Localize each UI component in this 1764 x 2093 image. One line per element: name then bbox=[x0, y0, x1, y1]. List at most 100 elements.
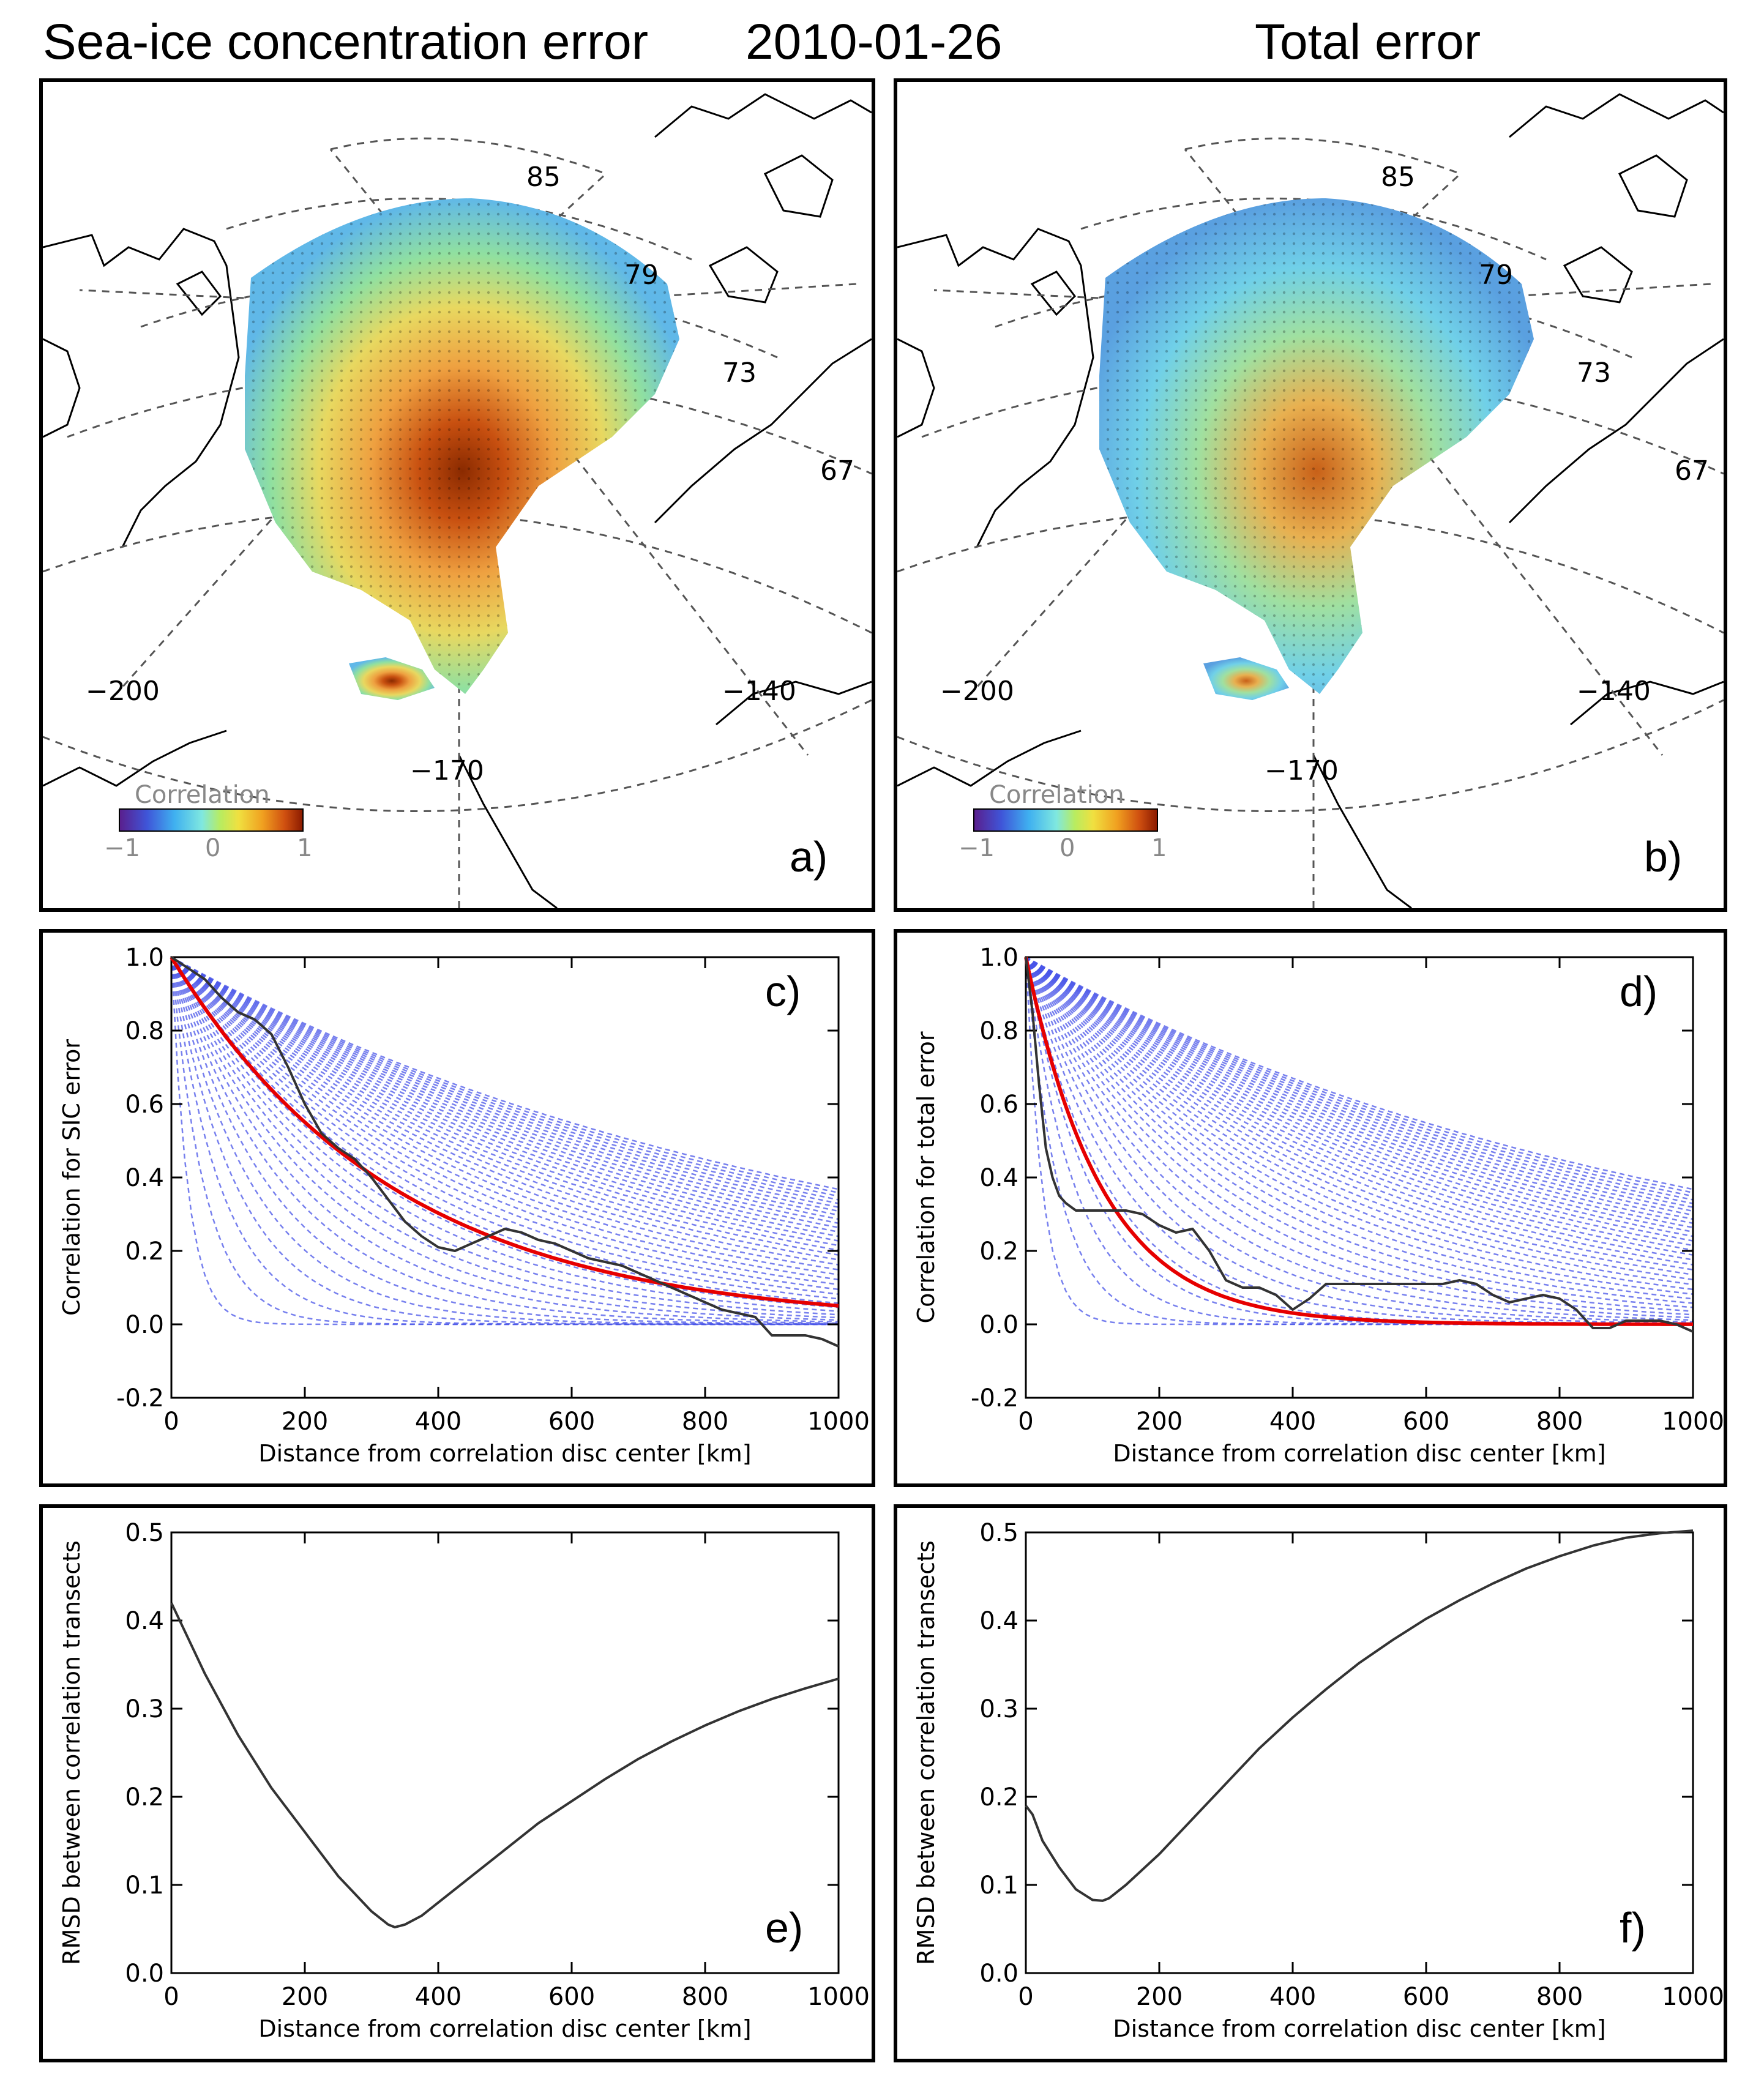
lat-labels: 85 79 73 67 bbox=[526, 162, 854, 487]
candidate-curve bbox=[170, 957, 839, 1321]
candidate-curve bbox=[1025, 957, 1694, 1281]
candidate-curve bbox=[171, 957, 839, 1237]
panel-label: b) bbox=[1644, 833, 1682, 881]
x-tick-label: 0 bbox=[163, 1983, 179, 2011]
title-sic-error: Sea-ice concentration error bbox=[43, 14, 649, 70]
colorbar-tick-mid: 0 bbox=[1060, 834, 1075, 862]
y-tick-label: 0.0 bbox=[979, 1960, 1018, 1988]
plot-frame bbox=[170, 1531, 840, 1974]
colorbar-title: Correlation bbox=[989, 781, 1124, 809]
lon-labels: −200 −170 −140 bbox=[940, 676, 1651, 786]
candidate-curve bbox=[1025, 957, 1694, 1261]
x-tick-label: 1000 bbox=[807, 1983, 870, 2011]
candidate-curve bbox=[171, 957, 839, 1247]
x-tick-label: 400 bbox=[415, 1408, 462, 1436]
colorbar-title: Correlation bbox=[135, 781, 270, 809]
candidate-curve bbox=[1025, 956, 1694, 1190]
candidate-curve bbox=[1025, 957, 1694, 1300]
lat-labels: 85 79 73 67 bbox=[1381, 162, 1709, 487]
candidate-curve bbox=[170, 957, 839, 1325]
candidate-curve bbox=[1025, 956, 1694, 1212]
candidate-curve bbox=[171, 957, 839, 1291]
x-tick-label: 0 bbox=[163, 1408, 179, 1436]
lon-label-minus170: −170 bbox=[1265, 755, 1339, 786]
candidate-curve bbox=[1025, 956, 1694, 1197]
colorbar: Correlation −1 0 1 bbox=[959, 781, 1167, 862]
lat-label-67: 67 bbox=[820, 455, 854, 487]
colorbar-tick-max: 1 bbox=[297, 834, 312, 862]
candidate-curve bbox=[171, 957, 839, 1281]
candidate-curve bbox=[171, 957, 839, 1261]
candidate-curve bbox=[171, 956, 839, 1225]
y-tick-label: 0.1 bbox=[979, 1871, 1018, 1900]
panel-label: f) bbox=[1620, 1904, 1646, 1952]
y-tick-label: 0.2 bbox=[979, 1237, 1018, 1266]
candidate-curve bbox=[171, 957, 839, 1256]
x-tick-label: 800 bbox=[1536, 1983, 1583, 2011]
y-tick-label: 0.0 bbox=[125, 1311, 164, 1339]
colorbar-gradient bbox=[119, 808, 304, 832]
y-tick-label: 1.0 bbox=[979, 944, 1018, 972]
candidate-curve bbox=[1025, 957, 1694, 1270]
candidate-curve bbox=[170, 957, 839, 1308]
x-tick-label: 600 bbox=[548, 1983, 595, 2011]
lon-label-minus140: −140 bbox=[1577, 676, 1651, 707]
x-tick-label: 600 bbox=[1403, 1408, 1449, 1436]
candidate-curve bbox=[170, 957, 839, 1312]
lat-label-73: 73 bbox=[1577, 357, 1611, 389]
data-line bbox=[1025, 957, 1694, 1333]
x-tick-label: 800 bbox=[1536, 1408, 1583, 1436]
lat-label-85: 85 bbox=[1381, 162, 1415, 193]
x-axis-label: Distance from correlation disc center [k… bbox=[258, 2015, 751, 2042]
x-axis-label: Distance from correlation disc center [k… bbox=[258, 1440, 751, 1467]
candidate-curves bbox=[1025, 956, 1694, 1326]
lat-label-79: 79 bbox=[1479, 259, 1513, 291]
chart-panel-d: -0.2 0.0 0.2 0.4 0.6 0.8 1.0 0 200 400 600 800 1000 D… bbox=[894, 929, 1727, 1487]
x-tick-label: 400 bbox=[1269, 1408, 1316, 1436]
lon-label-minus200: −200 bbox=[940, 676, 1014, 707]
y-tick-label: -0.2 bbox=[116, 1384, 164, 1412]
candidate-curve bbox=[171, 957, 839, 1252]
x-tick-label: 600 bbox=[1403, 1983, 1449, 2011]
coastline bbox=[43, 93, 872, 908]
map-panel-total-error: 85 79 73 67 −200 −170 −140 Correlation −… bbox=[894, 78, 1727, 912]
lon-labels: −200 −170 −140 bbox=[86, 676, 796, 786]
colorbar-gradient bbox=[973, 808, 1158, 832]
candidate-curve bbox=[1025, 957, 1694, 1291]
candidate-curve bbox=[170, 957, 839, 1326]
x-tick-label: 0 bbox=[1018, 1408, 1033, 1436]
y-tick-label: 0.5 bbox=[125, 1519, 164, 1547]
y-tick-label: 0.0 bbox=[979, 1311, 1018, 1339]
candidate-curve bbox=[1025, 957, 1694, 1242]
candidate-curve bbox=[1025, 957, 1694, 1233]
candidate-curve bbox=[171, 956, 839, 1212]
candidate-curve bbox=[171, 957, 839, 1276]
colorbar-tick-mid: 0 bbox=[205, 834, 220, 862]
y-axis-label: RMSD between correlation transects bbox=[913, 1540, 940, 1965]
y-tick-label: 0.3 bbox=[125, 1695, 164, 1723]
y-tick-label: 0.4 bbox=[979, 1607, 1018, 1635]
candidate-curve bbox=[170, 957, 839, 1326]
candidate-curve bbox=[171, 956, 839, 1208]
candidate-curve bbox=[170, 957, 839, 1324]
x-tick-label: 200 bbox=[282, 1983, 328, 2011]
x-tick-label: 200 bbox=[1136, 1983, 1183, 2011]
x-tick-label: 600 bbox=[548, 1408, 595, 1436]
candidate-curve bbox=[1025, 956, 1694, 1225]
lat-label-67: 67 bbox=[1675, 455, 1709, 487]
lat-label-85: 85 bbox=[526, 162, 561, 193]
y-tick-label: 0.3 bbox=[979, 1695, 1018, 1723]
panel-label: e) bbox=[765, 1904, 803, 1952]
y-tick-label: 0.4 bbox=[125, 1607, 164, 1635]
candidate-curve bbox=[1025, 957, 1694, 1247]
y-tick-label: 0.4 bbox=[979, 1164, 1018, 1192]
plot-frame bbox=[1025, 1531, 1694, 1974]
colorbar-tick-min: −1 bbox=[959, 834, 995, 862]
x-tick-label: 1000 bbox=[1662, 1408, 1724, 1436]
x-tick-label: 800 bbox=[682, 1408, 728, 1436]
x-tick-label: 200 bbox=[1136, 1408, 1183, 1436]
colorbar: Correlation −1 0 1 bbox=[104, 781, 312, 862]
x-axis-label: Distance from correlation disc center [k… bbox=[1113, 1440, 1605, 1467]
y-tick-label: 0.8 bbox=[979, 1017, 1018, 1045]
y-axis-label: Correlation for total error bbox=[913, 1031, 940, 1323]
